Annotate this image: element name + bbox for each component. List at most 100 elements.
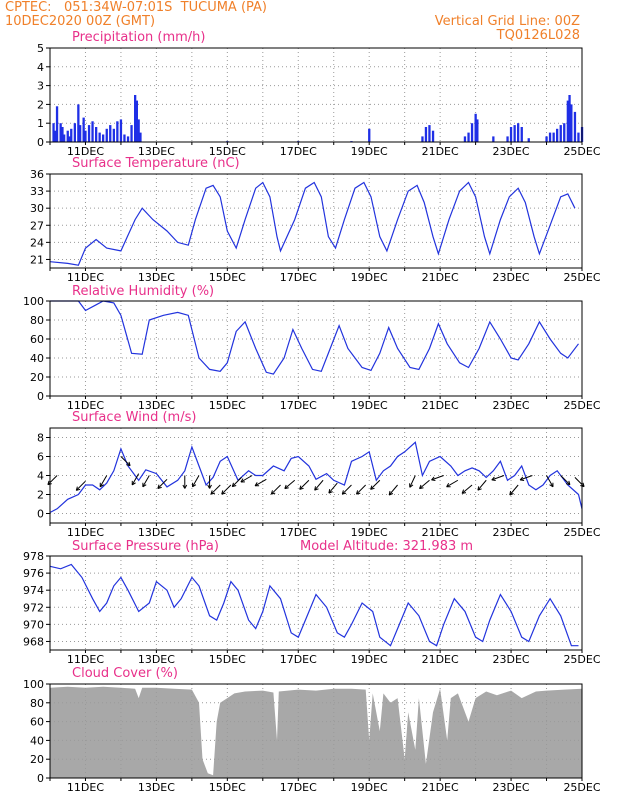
x-tick-label: 13DEC xyxy=(138,145,175,158)
plot-area xyxy=(50,48,582,142)
wind-arrow-head xyxy=(210,490,213,495)
wind-arrow-head xyxy=(221,490,224,495)
x-tick-label: 13DEC xyxy=(138,653,175,666)
wind-arrow-shaft xyxy=(210,484,221,495)
wind-arrow-head xyxy=(240,478,244,483)
precip-bar xyxy=(134,95,137,142)
x-tick-label: 23DEC xyxy=(493,145,530,158)
precip-bar xyxy=(556,128,559,142)
wind-arrow-shaft xyxy=(231,477,242,487)
x-tick-label: 13DEC xyxy=(138,526,175,539)
wind-arrow-head xyxy=(76,488,81,491)
wind-arrow-head xyxy=(231,482,234,487)
wind-arrow xyxy=(254,478,267,487)
x-tick-label: 15DEC xyxy=(209,526,246,539)
y-tick-label: 976 xyxy=(23,567,44,580)
wind-arrow-head xyxy=(210,492,216,495)
wind-arrow-shaft xyxy=(270,484,281,495)
wind-arrow-shaft xyxy=(409,475,416,488)
y-tick-label: 40 xyxy=(30,734,44,747)
wind-arrow-head xyxy=(47,480,50,485)
wind-arrow-shaft xyxy=(328,482,338,494)
wind-arrow-head xyxy=(519,476,524,481)
wind-arrow xyxy=(491,475,505,481)
x-tick-label: 21DEC xyxy=(422,399,459,412)
wind-arrow xyxy=(431,475,444,481)
wind-arrow-shaft xyxy=(388,484,398,496)
wind-arrow-head xyxy=(356,490,359,495)
wind-arrow-head xyxy=(314,488,319,491)
wind-arrow-head xyxy=(419,484,422,489)
wind-arrow-shaft xyxy=(477,479,487,491)
wind-arrow xyxy=(409,475,416,488)
x-tick-label: 21DEC xyxy=(422,781,459,794)
precip-bar xyxy=(77,104,80,142)
wind-arrow-head xyxy=(270,490,273,495)
precip-bar xyxy=(559,125,562,142)
precip-bar xyxy=(139,132,142,142)
wind-arrow xyxy=(299,479,310,490)
wind-arrow-shaft xyxy=(546,475,554,488)
wind-arrow-head xyxy=(431,479,436,481)
wind-arrow-shaft xyxy=(419,479,430,489)
wind-arrow-head xyxy=(221,492,226,495)
y-tick-label: 8 xyxy=(37,432,44,445)
plot-frame xyxy=(49,173,583,269)
precip-bar xyxy=(52,123,55,142)
precip-bar xyxy=(421,136,424,142)
wind-arrow xyxy=(182,475,188,489)
x-tick-label: 17DEC xyxy=(280,145,317,158)
x-tick-label: 23DEC xyxy=(493,653,530,666)
x-tick-label: 25DEC xyxy=(563,271,600,284)
x-tick-label: 15DEC xyxy=(209,781,246,794)
panel-title: Surface Pressure (hPa) xyxy=(72,539,219,554)
wind-arrow xyxy=(207,475,212,489)
x-tick-label: 13DEC xyxy=(138,781,175,794)
x-tick-label: 19DEC xyxy=(351,145,388,158)
wind-arrow xyxy=(446,479,459,488)
precip-bar xyxy=(137,119,140,142)
wind-arrow-shaft xyxy=(254,478,267,487)
wind-arrow-shaft xyxy=(341,484,352,495)
y-tick-label: 6 xyxy=(37,451,44,464)
y-tick-label: 20 xyxy=(30,753,44,766)
wind-arrow xyxy=(328,482,338,494)
precip-bar xyxy=(91,121,94,142)
y-tick-label: 20 xyxy=(30,371,44,384)
x-tick-label: 13DEC xyxy=(138,271,175,284)
wind-arrow-head xyxy=(131,482,136,486)
precip-bar xyxy=(568,95,571,142)
precip-bar xyxy=(116,121,119,142)
y-tick-label: 100 xyxy=(23,295,44,308)
x-tick-label: 17DEC xyxy=(280,526,317,539)
wind-arrow-head xyxy=(299,487,304,490)
precip-bar xyxy=(61,127,64,142)
wind-arrow xyxy=(509,484,519,496)
header-run: 10DEC2020 00Z (GMT) xyxy=(5,14,156,29)
x-tick-label: 15DEC xyxy=(209,399,246,412)
wind-arrow-head xyxy=(568,480,571,485)
y-tick-label: 0 xyxy=(37,390,44,403)
x-tick-label: 25DEC xyxy=(563,653,600,666)
y-tick-label: 4 xyxy=(37,61,44,74)
wind-arrow-head xyxy=(209,484,212,489)
y-tick-label: 4 xyxy=(37,470,44,483)
wind-arrow-shaft xyxy=(131,473,140,486)
y-tick-label: 0 xyxy=(37,508,44,521)
plot-area xyxy=(50,301,582,396)
y-tick-label: 80 xyxy=(30,314,44,327)
wind-arrow xyxy=(461,484,473,494)
precip-bar xyxy=(135,100,138,142)
precip-bar xyxy=(509,127,513,142)
panel-title: Surface Wind (m/s) xyxy=(72,410,196,425)
y-tick-label: 24 xyxy=(30,236,44,249)
precip-bar xyxy=(68,136,71,142)
x-tick-label: 21DEC xyxy=(422,271,459,284)
x-tick-label: 15DEC xyxy=(209,653,246,666)
y-tick-label: 40 xyxy=(30,352,44,365)
wind-arrow-head xyxy=(509,490,512,496)
precip-bar xyxy=(517,123,520,142)
wind-arrow-head xyxy=(491,476,495,481)
y-tick-label: 2 xyxy=(37,489,44,502)
panel-4: 968 970 972 974 976 978 11DEC 13DEC 15DEC 17DEC 19… xyxy=(23,539,601,666)
